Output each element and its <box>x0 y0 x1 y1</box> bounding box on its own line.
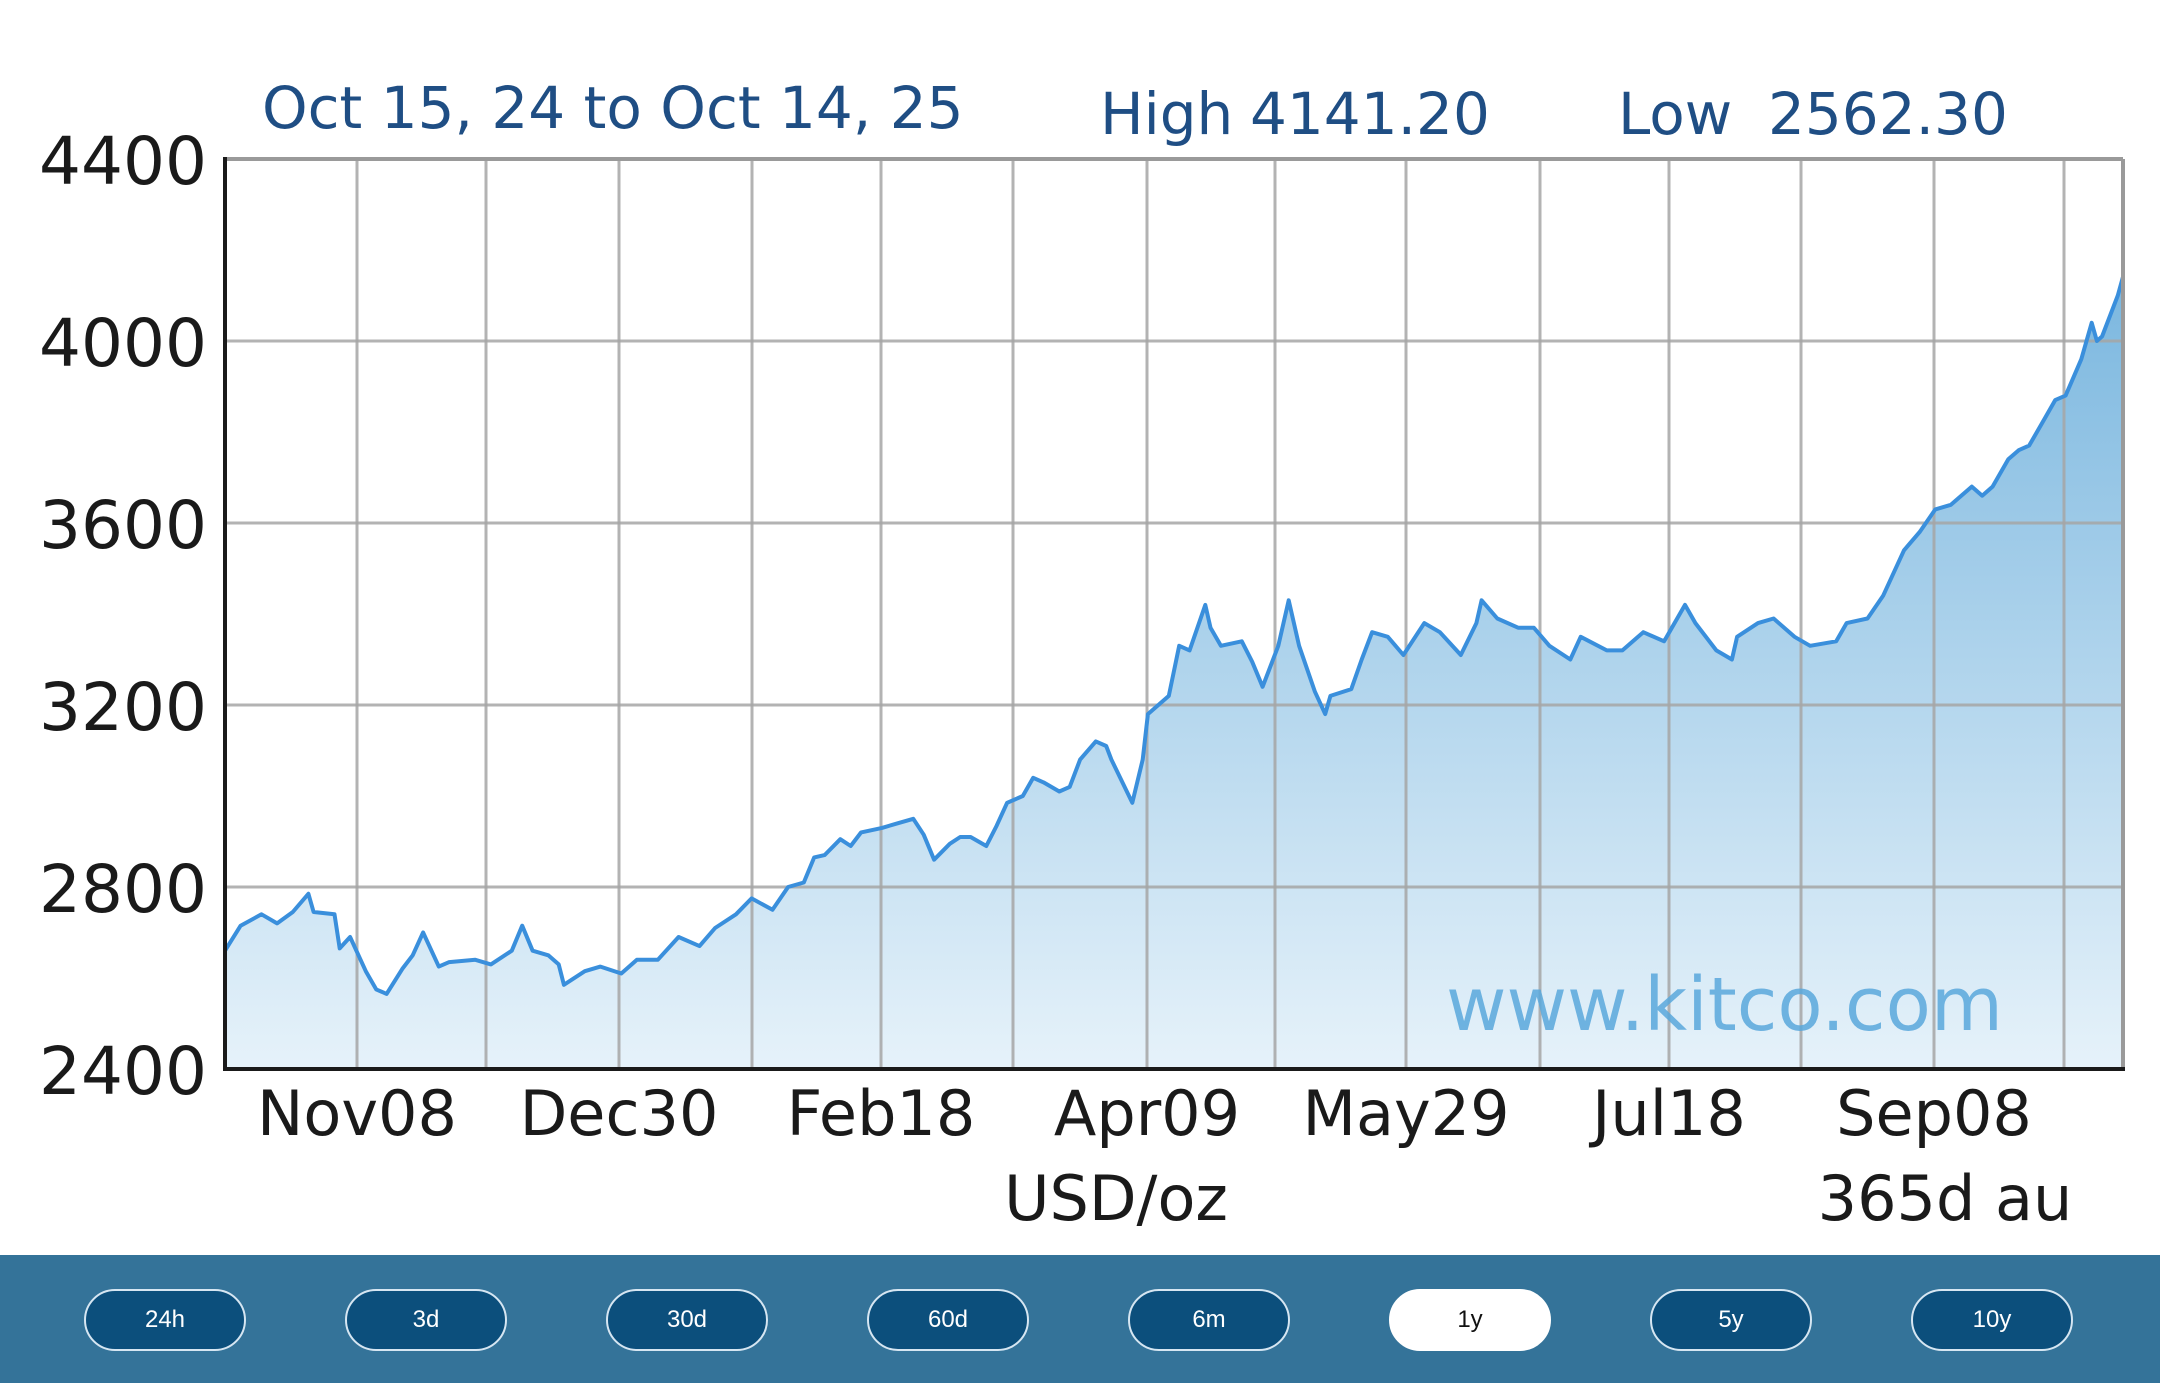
price-line <box>223 276 2125 996</box>
y-tick-label: 2400 <box>39 1033 207 1110</box>
range-button-30d[interactable]: 30d <box>606 1289 768 1351</box>
x-tick-label: Jul18 <box>1588 1077 1746 1150</box>
x-tick-label: Sep08 <box>1836 1077 2032 1150</box>
range-button-10y[interactable]: 10y <box>1911 1289 2073 1351</box>
y-tick-label: 3200 <box>39 669 207 746</box>
x-tick-label: May29 <box>1302 1077 1509 1150</box>
range-button-3d[interactable]: 3d <box>345 1289 507 1351</box>
high-value: 4141.20 <box>1250 80 1490 148</box>
vertical-gridlines <box>355 159 2066 1069</box>
y-tick-label: 4400 <box>39 123 207 200</box>
y-tick-label: 3600 <box>39 487 207 564</box>
date-range-label: Oct 15, 24 to Oct 14, 25 <box>262 74 964 142</box>
unit-label: USD/oz <box>1004 1162 1228 1235</box>
period-label: 365d au <box>1818 1162 2073 1235</box>
low-value: 2562.30 <box>1768 80 2008 148</box>
x-tick-label: Nov08 <box>257 1077 457 1150</box>
range-button-24h[interactable]: 24h <box>84 1289 246 1351</box>
range-button-1y[interactable]: 1y <box>1389 1289 1551 1351</box>
y-tick-label: 4000 <box>39 305 207 382</box>
x-tick-label: Apr09 <box>1054 1077 1240 1150</box>
low-label: Low <box>1618 80 1732 148</box>
range-button-5y[interactable]: 5y <box>1650 1289 1812 1351</box>
time-range-bar: 24h 3d 30d 60d 6m 1y 5y 10y <box>0 1255 2160 1383</box>
range-button-6m[interactable]: 6m <box>1128 1289 1290 1351</box>
high-label: High <box>1100 80 1233 148</box>
horizontal-gridlines <box>225 339 2123 889</box>
x-tick-label: Dec30 <box>520 1077 719 1150</box>
gold-price-chart: Oct 15, 24 to Oct 14, 25 High 4141.20 Lo… <box>39 74 2125 1235</box>
range-button-60d[interactable]: 60d <box>867 1289 1029 1351</box>
y-tick-label: 2800 <box>39 851 207 928</box>
watermark: www.kitco.com <box>1446 962 2003 1048</box>
x-tick-label: Feb18 <box>787 1077 976 1150</box>
